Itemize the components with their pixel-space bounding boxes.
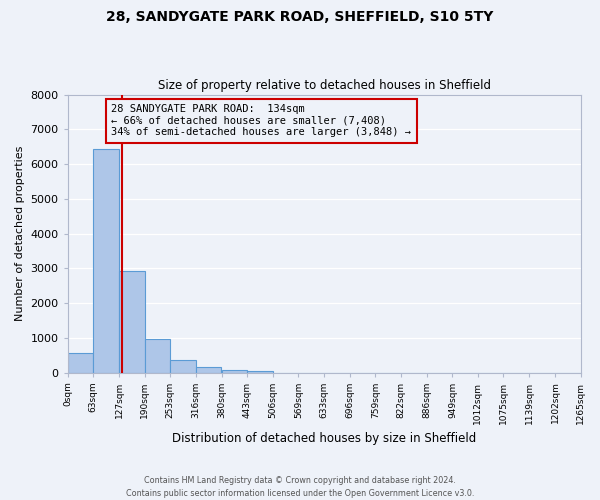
X-axis label: Distribution of detached houses by size in Sheffield: Distribution of detached houses by size … xyxy=(172,432,476,445)
Bar xyxy=(170,360,196,372)
Bar xyxy=(145,339,170,372)
Bar xyxy=(68,353,93,372)
Y-axis label: Number of detached properties: Number of detached properties xyxy=(15,146,25,321)
Bar xyxy=(93,149,119,372)
Text: Contains HM Land Registry data © Crown copyright and database right 2024.
Contai: Contains HM Land Registry data © Crown c… xyxy=(126,476,474,498)
Bar xyxy=(222,370,247,372)
Bar xyxy=(247,371,273,372)
Text: 28 SANDYGATE PARK ROAD:  134sqm
← 66% of detached houses are smaller (7,408)
34%: 28 SANDYGATE PARK ROAD: 134sqm ← 66% of … xyxy=(111,104,411,138)
Text: 28, SANDYGATE PARK ROAD, SHEFFIELD, S10 5TY: 28, SANDYGATE PARK ROAD, SHEFFIELD, S10 … xyxy=(106,10,494,24)
Bar xyxy=(196,367,221,372)
Bar xyxy=(119,271,145,372)
Title: Size of property relative to detached houses in Sheffield: Size of property relative to detached ho… xyxy=(158,79,491,92)
